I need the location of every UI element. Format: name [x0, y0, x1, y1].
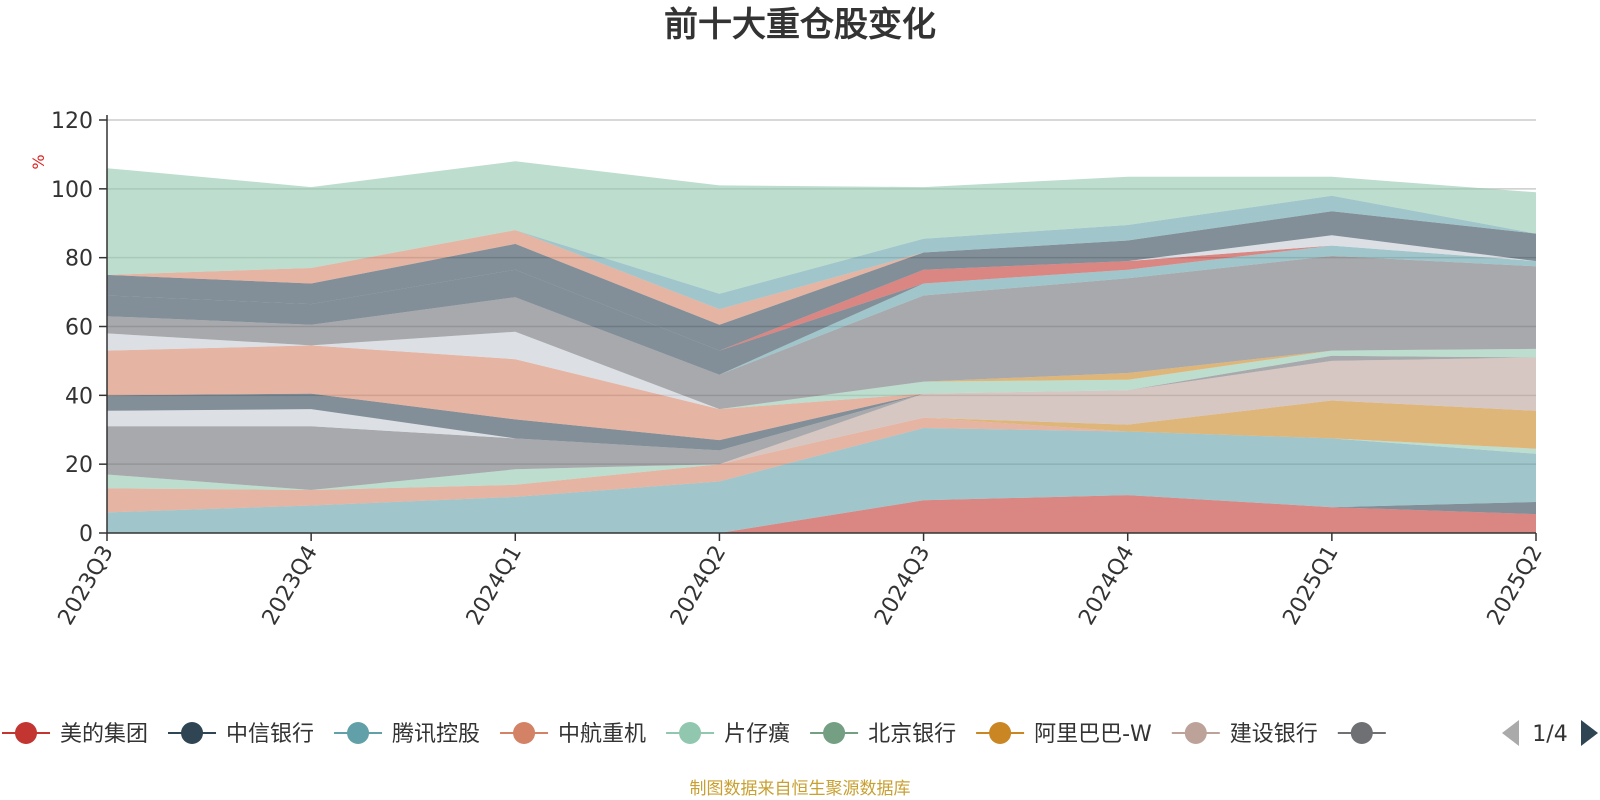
legend-dot-icon	[181, 722, 204, 744]
legend-dot-icon	[679, 722, 702, 744]
area-series-11	[107, 355, 1536, 451]
legend-item[interactable]	[1337, 722, 1386, 744]
legend-item[interactable]: 阿里巴巴-W	[976, 722, 1152, 747]
legend-label: 建设银行	[1230, 722, 1318, 747]
legend-page-indicator: 1/4	[1532, 722, 1567, 747]
chart-title: 前十大重仓股变化	[664, 5, 936, 45]
y-tick-label: 20	[65, 453, 93, 478]
x-tick-label: 2024Q4	[1074, 541, 1139, 629]
legend-dot-icon	[823, 722, 846, 744]
legend-label: 中信银行	[226, 722, 314, 747]
legend-item[interactable]: 中信银行	[168, 722, 314, 747]
legend-dot-icon	[989, 722, 1012, 744]
area-series-15	[107, 331, 1536, 410]
legend-dot-icon	[1350, 722, 1373, 744]
legend-dot-icon	[513, 722, 536, 744]
legend-label: 北京银行	[868, 722, 956, 747]
area-series-13	[107, 345, 1536, 410]
y-tick-label: 120	[51, 109, 93, 134]
stacked-areas	[107, 161, 1536, 533]
area-series-3	[107, 428, 1536, 533]
area-series-4	[107, 417, 1536, 513]
legend-dot-icon	[1184, 722, 1207, 744]
x-tick-label: 2023Q3	[54, 541, 119, 629]
legend-item[interactable]: 美的集团	[2, 722, 148, 747]
x-tick-label: 2024Q2	[666, 541, 731, 629]
legend-label: 美的集团	[60, 722, 148, 747]
x-tick-label: 2023Q4	[258, 541, 323, 629]
area-series-16	[107, 255, 1536, 410]
legend-item[interactable]: 中航重机	[500, 722, 646, 747]
legend-dot-icon	[347, 722, 370, 744]
area-series-9	[107, 355, 1536, 490]
area-series-23	[107, 195, 1536, 310]
legend-prev-page-icon[interactable]	[1502, 720, 1519, 746]
x-tick-label: 2025Q2	[1483, 541, 1548, 629]
legend-item[interactable]: 建设银行	[1171, 722, 1318, 747]
data-source-note: 制图数据来自恒生聚源数据库	[690, 779, 911, 799]
area-series-24	[107, 161, 1536, 294]
legend-label: 阿里巴巴-W	[1034, 722, 1152, 747]
legend-label: 腾讯控股	[392, 722, 480, 747]
area-series-22	[107, 211, 1536, 325]
legend-item[interactable]: 腾讯控股	[334, 722, 480, 747]
area-series-17	[107, 245, 1536, 375]
y-tick-label: 40	[65, 384, 93, 409]
area-series-18	[107, 245, 1536, 375]
x-tick-label: 2025Q1	[1278, 541, 1343, 629]
y-axis-unit: %	[29, 154, 48, 169]
legend: 美的集团 中信银行 腾讯控股 中航重机 片仔癀 北京银行 阿里巴巴-W 建设银行	[2, 722, 1386, 747]
area-series-20	[107, 235, 1536, 351]
legend-dot-icon	[15, 722, 37, 744]
legend-pager[interactable]: 1/4	[1502, 720, 1598, 747]
y-tick-label: 0	[79, 522, 93, 547]
y-tick-label: 60	[65, 316, 93, 341]
x-tick-label: 2024Q1	[462, 541, 527, 629]
area-series-21	[107, 211, 1536, 351]
legend-item[interactable]: 北京银行	[810, 722, 956, 747]
area-series-8	[107, 357, 1536, 490]
area-series-1	[107, 495, 1536, 533]
legend-label: 片仔癀	[724, 722, 790, 747]
y-tick-label: 100	[51, 178, 93, 203]
area-series-7	[107, 400, 1536, 490]
legend-next-page-icon[interactable]	[1581, 720, 1598, 746]
area-series-12	[107, 345, 1536, 441]
legend-label: 中航重机	[558, 722, 646, 747]
legend-item[interactable]: 片仔癀	[666, 722, 790, 747]
y-tick-label: 80	[65, 247, 93, 272]
x-tick-label: 2024Q3	[870, 541, 935, 629]
